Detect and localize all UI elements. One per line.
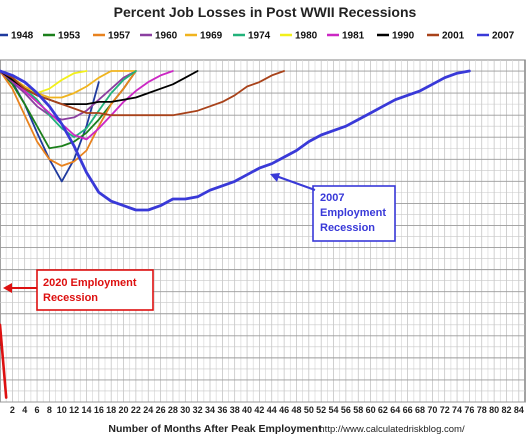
- plot-frame: [0, 59, 526, 403]
- x-tick-label: 16: [94, 405, 104, 415]
- annotation-2007-line: Employment: [320, 207, 386, 219]
- legend-label-1969: 1969: [200, 31, 223, 42]
- x-tick-label: 56: [341, 405, 351, 415]
- legend: 1948 1953 1957 1960 1969 1974 1980 1981 1990 2001…: [0, 31, 515, 42]
- x-tick-label: 60: [366, 405, 376, 415]
- legend-label-1953: 1953: [58, 31, 81, 42]
- series-line-1981: [0, 70, 174, 141]
- x-tick-label: 70: [427, 405, 437, 415]
- legend-label-2001: 2001: [442, 31, 465, 42]
- annotation-2007-arrow: [275, 175, 316, 191]
- x-tick-label: 66: [403, 405, 413, 415]
- legend-label-1990: 1990: [392, 31, 415, 42]
- annotation-2020-arrowhead: [3, 283, 12, 293]
- series-line-1960: [0, 70, 137, 121]
- x-tick-label: 26: [156, 405, 166, 415]
- x-tick-label: 10: [57, 405, 67, 415]
- x-tick-label: 46: [279, 405, 289, 415]
- x-tick-label: 50: [304, 405, 314, 415]
- x-tick-label: 44: [267, 405, 277, 415]
- x-tick-label: 14: [81, 405, 91, 415]
- x-tick-label: 38: [230, 405, 240, 415]
- x-tick-label: 12: [69, 405, 79, 415]
- x-tick-label: 82: [501, 405, 511, 415]
- x-tick-label: 48: [291, 405, 301, 415]
- x-tick-label: 80: [489, 405, 499, 415]
- legend-label-1957: 1957: [108, 31, 131, 42]
- x-tick-label: 6: [35, 405, 40, 415]
- x-tick-label: 42: [254, 405, 264, 415]
- annotation-2020-line: Recession: [43, 292, 98, 304]
- x-tick-label: 84: [514, 405, 524, 415]
- x-tick-label: 4: [22, 405, 27, 415]
- chart-title: Percent Job Losses in Post WWII Recessio…: [114, 4, 417, 20]
- legend-label-1960: 1960: [155, 31, 178, 42]
- annotation-2007-box: [312, 185, 396, 242]
- x-tick-label: 76: [464, 405, 474, 415]
- x-tick-label: 22: [131, 405, 141, 415]
- x-axis-ticks: 2 4 6 8 10 12 14 16 18 20 22 24 26 28 30 32 34 36 38 40 42 44…: [10, 405, 524, 415]
- series-layer: [0, 69, 471, 399]
- x-tick-label: 62: [378, 405, 388, 415]
- series-line-2001: [0, 70, 286, 117]
- series-line-2007: [0, 69, 471, 212]
- annotation-2020-line: 2020 Employment: [43, 277, 137, 289]
- annotation-2020-box: [36, 269, 154, 311]
- legend-label-1948: 1948: [11, 31, 34, 42]
- x-tick-label: 34: [205, 405, 215, 415]
- x-tick-label: 8: [47, 405, 52, 415]
- annotation-2007-line: 2007: [320, 192, 344, 204]
- x-axis-label: Number of Months After Peak Employment: [108, 423, 322, 435]
- legend-label-2007: 2007: [492, 31, 515, 42]
- legend-label-1980: 1980: [295, 31, 318, 42]
- x-tick-label: 78: [477, 405, 487, 415]
- x-tick-label: 36: [217, 405, 227, 415]
- legend-label-1974: 1974: [248, 31, 271, 42]
- annotations: 2007 Employment Recession 2020 Employment Re…: [3, 173, 396, 311]
- grid: [0, 59, 525, 403]
- x-tick-label: 72: [440, 405, 450, 415]
- x-tick-label: 64: [390, 405, 400, 415]
- x-tick-label: 58: [353, 405, 363, 415]
- x-tick-label: 20: [119, 405, 129, 415]
- annotation-2007-arrowhead: [270, 173, 280, 182]
- x-tick-label: 54: [329, 405, 339, 415]
- x-tick-label: 30: [180, 405, 190, 415]
- x-tick-label: 40: [242, 405, 252, 415]
- legend-label-1981: 1981: [342, 31, 365, 42]
- x-tick-label: 74: [452, 405, 462, 415]
- x-tick-label: 24: [143, 405, 153, 415]
- series-line-2020: [0, 323, 8, 399]
- x-tick-label: 68: [415, 405, 425, 415]
- annotation-2007-line: Recession: [320, 222, 375, 234]
- x-tick-label: 32: [193, 405, 203, 415]
- series-line-1969: [0, 70, 137, 99]
- x-tick-label: 52: [316, 405, 326, 415]
- source-label: http://www.calculatedriskblog.com/: [319, 424, 465, 435]
- x-tick-label: 28: [168, 405, 178, 415]
- x-tick-label: 2: [10, 405, 15, 415]
- x-tick-label: 18: [106, 405, 116, 415]
